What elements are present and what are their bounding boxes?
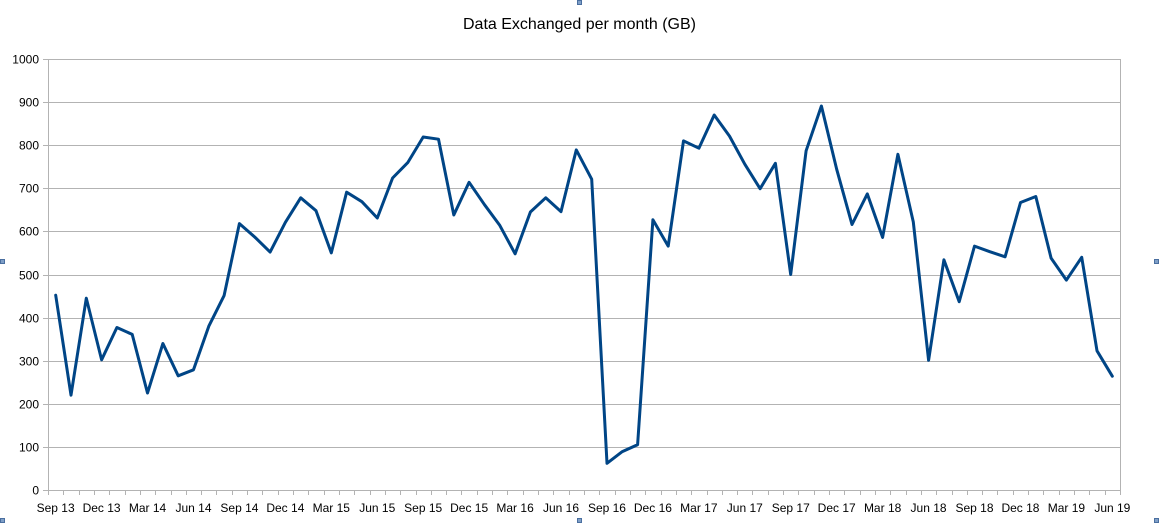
axes [48,59,1121,491]
x-tick-label: Mar 14 [129,501,167,515]
y-tick-label: 500 [19,269,39,283]
x-tick-label: Mar 19 [1048,501,1086,515]
y-tick-label: 200 [19,398,39,412]
x-tick-label: Mar 17 [680,501,718,515]
selection-handle-bottom-left[interactable] [0,518,5,523]
x-tick-label: Dec 16 [634,501,672,515]
y-tick-label: 0 [32,484,39,498]
y-tick-label: 700 [19,182,39,196]
x-tick-label: Sep 16 [588,501,626,515]
selection-handle-bottom-right[interactable] [1154,518,1159,523]
x-tick-label: Sep 13 [37,501,75,515]
y-tick-label: 300 [19,355,39,369]
x-tick-label: Mar 15 [313,501,351,515]
selection-handle-top[interactable] [577,0,582,5]
y-tick-label: 800 [19,139,39,153]
x-tick-label: Dec 15 [450,501,488,515]
series-layer [54,104,1114,465]
x-tick-label: Jun 19 [1094,501,1130,515]
x-tick-label: Dec 18 [1001,501,1039,515]
grid-lines [48,59,1120,448]
x-tick-label: Jun 17 [727,501,763,515]
x-tick-label: Jun 18 [911,501,947,515]
selection-handle-bottom[interactable] [577,518,582,523]
x-tick-label: Mar 18 [864,501,902,515]
x-tick-label: Dec 13 [83,501,121,515]
x-tick-label: Sep 15 [404,501,442,515]
x-tick-label: Jun 16 [543,501,579,515]
x-tick-label: Sep 17 [772,501,810,515]
y-tick-label: 400 [19,312,39,326]
y-tick-label: 1000 [12,53,39,67]
y-tick-label: 900 [19,96,39,110]
x-tick-label: Dec 14 [266,501,304,515]
chart-title: Data Exchanged per month (GB) [462,16,696,33]
y-axis-ticks: 0 100 200 300 400 500 600 700 800 900 1000 [12,53,48,498]
x-tick-label: Dec 17 [818,501,856,515]
y-tick-label: 100 [19,441,39,455]
x-tick-label: Sep 18 [955,501,993,515]
x-tick-label: Mar 16 [496,501,534,515]
y-tick-label: 600 [19,225,39,239]
selection-handle-right[interactable] [1154,259,1159,264]
x-tick-label: Jun 14 [175,501,211,515]
x-axis-ticks: Sep 13 Dec 13 Mar 14 Jun 14 Sep 14 Dec 14 Mar … [37,490,1131,515]
selection-handle-left[interactable] [0,259,5,264]
series-line [54,104,1114,465]
x-tick-label: Sep 14 [220,501,258,515]
x-tick-label: Jun 15 [359,501,395,515]
